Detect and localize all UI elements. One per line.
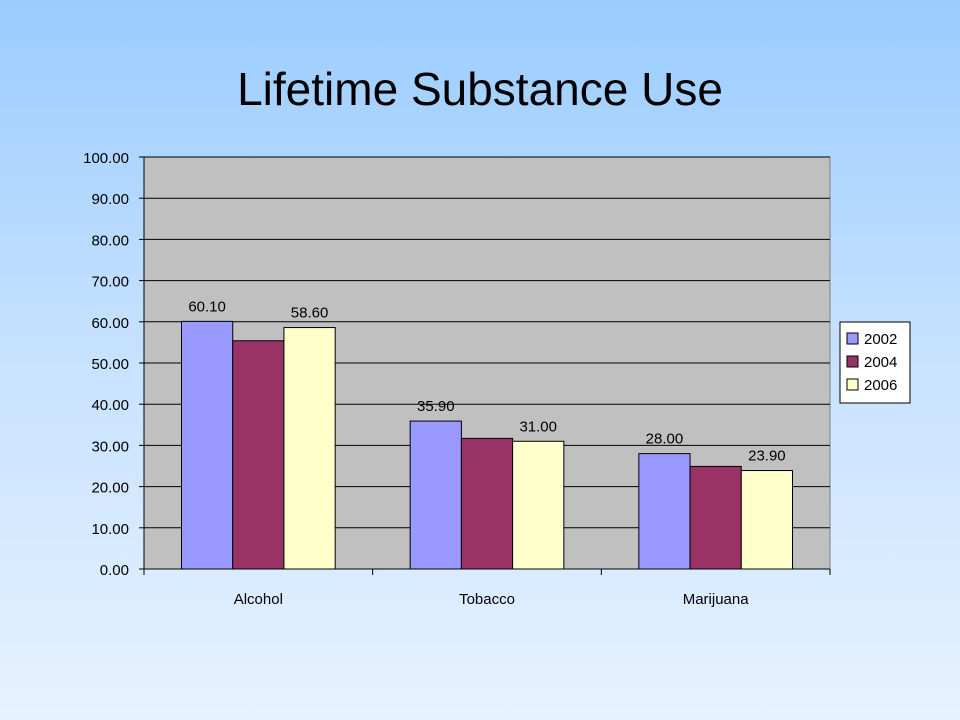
legend-swatch [846, 355, 859, 368]
y-tick-label: 100.00 [83, 150, 129, 167]
bar [512, 440, 565, 570]
legend-swatch [846, 332, 859, 345]
y-tick-label: 60.00 [91, 315, 129, 332]
y-tick-label: 70.00 [91, 274, 129, 291]
y-tick-label: 30.00 [91, 438, 129, 455]
x-tick-label: Tobacco [459, 591, 515, 608]
legend-swatch [846, 378, 859, 391]
bar [689, 465, 742, 570]
y-tick-label: 90.00 [91, 191, 129, 208]
bar [740, 470, 793, 570]
bar [283, 327, 336, 570]
data-label: 31.00 [519, 418, 557, 435]
x-tick-label: Marijuana [683, 591, 750, 608]
data-label: 28.00 [646, 431, 684, 448]
bar [409, 420, 462, 570]
legend-label: 2006 [864, 377, 897, 394]
y-tick-label: 50.00 [91, 356, 129, 373]
y-tick-label: 10.00 [91, 521, 129, 538]
data-label: 23.90 [748, 448, 786, 465]
legend-label: 2002 [864, 331, 897, 348]
legend-label: 2004 [864, 354, 897, 371]
bar [638, 453, 691, 570]
bar [181, 320, 234, 570]
bar [232, 340, 285, 570]
y-tick-label: 80.00 [91, 232, 129, 249]
x-tick-label: Alcohol [234, 591, 283, 608]
data-label: 58.60 [291, 305, 329, 322]
bar [460, 437, 514, 570]
y-tick-label: 0.00 [100, 562, 129, 579]
y-tick-label: 20.00 [91, 480, 129, 497]
y-tick-label: 40.00 [91, 397, 129, 414]
data-label: 35.90 [417, 398, 455, 415]
slide-title: Lifetime Substance Use [237, 63, 723, 115]
data-label: 60.10 [188, 298, 226, 315]
